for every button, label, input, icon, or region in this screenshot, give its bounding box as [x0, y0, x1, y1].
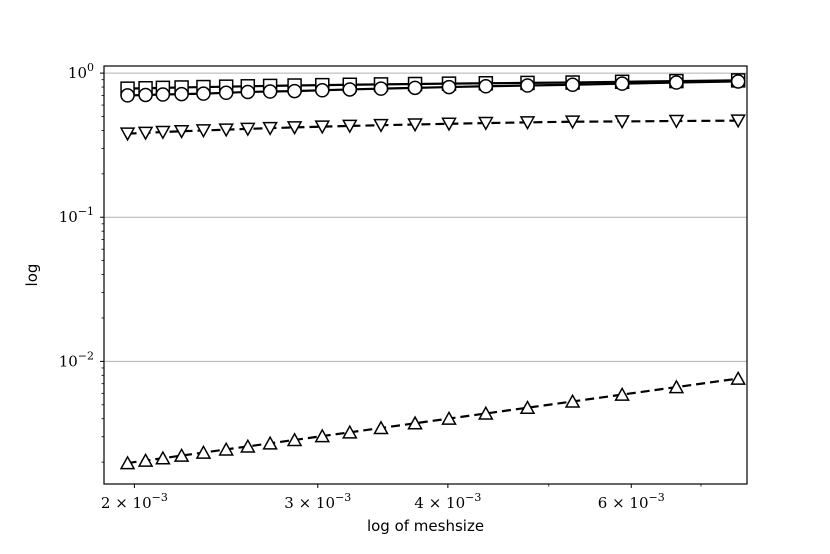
data-point	[373, 420, 389, 435]
data-point	[520, 78, 535, 93]
data-point	[174, 86, 189, 102]
series-triangle-up	[119, 370, 746, 470]
data-point	[478, 405, 494, 420]
gridlines	[104, 72, 747, 362]
data-point	[730, 370, 746, 385]
data-point	[240, 84, 256, 100]
data-point	[314, 428, 331, 443]
data-point	[286, 121, 303, 136]
data-point	[218, 123, 234, 138]
data-point	[342, 82, 358, 97]
data-point	[519, 116, 536, 131]
data-point	[173, 124, 190, 139]
y-tick-label: 10−1	[59, 205, 94, 226]
data-point	[564, 393, 581, 408]
data-point	[262, 121, 278, 136]
data-point	[262, 84, 278, 99]
data-point	[262, 435, 278, 450]
x-tick-label: 4 × 10−3	[414, 491, 481, 512]
data-point	[407, 80, 423, 96]
data-point	[478, 79, 494, 94]
data-point	[342, 119, 358, 134]
data-point	[373, 118, 389, 133]
data-point	[155, 450, 171, 465]
data-point	[119, 455, 136, 470]
data-point	[373, 81, 389, 96]
data-point	[407, 415, 423, 430]
y-tick-label: 100	[68, 61, 94, 82]
data-point	[196, 86, 211, 101]
data-point	[173, 447, 190, 462]
x-tick-label: 2 × 10−3	[101, 491, 168, 512]
data-point	[407, 118, 423, 133]
x-axis-label: log of meshsize	[367, 517, 484, 535]
data-point	[730, 114, 746, 129]
data-point	[614, 386, 630, 401]
x-tick-label: 6 × 10−3	[598, 491, 665, 512]
series-square	[120, 73, 746, 96]
data-point	[614, 115, 630, 130]
data-point	[478, 116, 494, 131]
data-point	[119, 127, 136, 142]
data-point	[240, 122, 256, 137]
data-point	[342, 424, 358, 439]
plot-frame	[103, 65, 748, 485]
data-point	[195, 124, 212, 139]
data-point	[564, 115, 581, 130]
x-tick-label: 3 × 10−3	[284, 491, 351, 512]
data-point	[441, 79, 457, 95]
axis-ticks: 100 10−1 10−2 2 × 10−3 3 × 10−3 4 × 10−3 6 × 1…	[59, 61, 702, 512]
data-point	[314, 120, 331, 135]
data-point	[218, 85, 234, 101]
data-point	[195, 444, 212, 459]
series-line	[127, 119, 739, 135]
data-point	[315, 83, 330, 98]
data-point	[441, 410, 457, 425]
data-point	[240, 438, 256, 453]
data-point	[519, 399, 536, 414]
data-point	[138, 87, 153, 103]
data-point	[287, 83, 302, 99]
data-point	[120, 88, 135, 103]
series-line	[127, 377, 739, 465]
data-point	[730, 74, 746, 89]
series-circle	[120, 74, 746, 103]
data-point	[441, 117, 457, 132]
y-axis-label: log	[23, 264, 41, 287]
plot-series	[119, 73, 746, 470]
data-point	[155, 125, 171, 140]
y-tick-label: 10−2	[59, 349, 94, 370]
data-point	[137, 126, 154, 141]
data-point	[286, 432, 303, 447]
data-point	[155, 87, 171, 102]
data-point	[137, 452, 154, 467]
data-point	[614, 76, 630, 91]
data-point	[218, 441, 234, 456]
series-triangle-down	[119, 114, 746, 142]
data-point	[668, 379, 685, 394]
data-point	[668, 114, 685, 129]
data-point	[669, 75, 684, 90]
data-point	[565, 77, 580, 93]
